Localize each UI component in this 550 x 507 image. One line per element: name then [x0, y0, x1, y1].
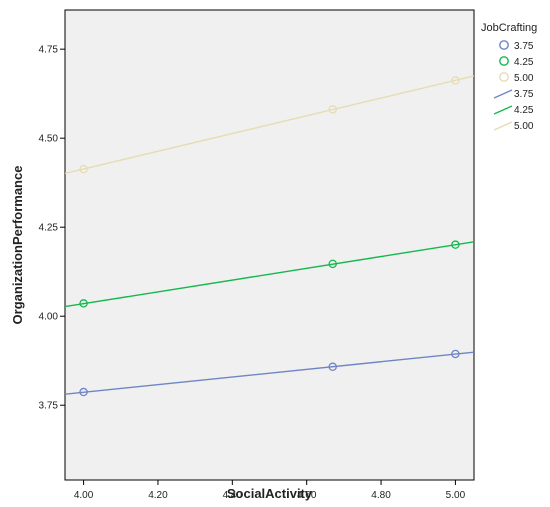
legend-label: 3.75 [514, 89, 534, 100]
fit-line-3-75 [65, 351, 474, 395]
data-point-4-25-2 [451, 240, 460, 249]
legend-title: JobCrafting [481, 22, 537, 34]
legend-marker-4-25 [499, 56, 509, 66]
x-tick-label: 4.40 [223, 490, 243, 501]
y-tick-label: 4.25 [39, 223, 59, 234]
y-tick-label: 4.00 [39, 312, 59, 323]
fit-line-5-00 [65, 75, 474, 175]
y-tick-label: 4.75 [39, 45, 59, 56]
data-point-4-25-1 [328, 259, 337, 269]
legend: JobCrafting 3.75 4.25 5.00 3.75 4.25 5.00 [481, 22, 537, 132]
y-tick-label: 4.50 [39, 134, 59, 145]
data-point-3-75-2 [451, 349, 460, 359]
data-point-3-75-1 [328, 362, 337, 372]
data-point-5-00-0 [79, 164, 88, 174]
legend-marker-5-00 [499, 72, 509, 82]
x-tick-label: 4.60 [297, 490, 317, 501]
fit-lines [65, 75, 474, 395]
legend-label: 3.75 [514, 41, 534, 52]
data-point-4-25-0 [79, 299, 88, 308]
fit-line-4-25 [65, 241, 474, 308]
legend-label: 5.00 [514, 121, 534, 132]
plot-area [64, 9, 475, 481]
x-tick-label: 5.00 [446, 490, 466, 501]
y-axis-title: OrganizationPerformance [10, 166, 25, 325]
data-point-5-00-2 [451, 76, 460, 85]
legend-label: 5.00 [514, 73, 534, 84]
legend-label: 4.25 [514, 57, 534, 68]
y-axis: 3.75 4.00 4.25 4.50 4.75 [39, 45, 65, 412]
x-tick-label: 4.20 [148, 490, 168, 501]
data-point-3-75-0 [79, 387, 88, 397]
legend-line-4-25 [493, 105, 513, 115]
x-tick-label: 4.80 [371, 490, 391, 501]
data-point-5-00-1 [328, 105, 337, 114]
data-markers [79, 76, 460, 397]
legend-label: 4.25 [514, 105, 534, 116]
legend-line-3-75 [493, 89, 513, 99]
x-tick-label: 4.00 [74, 490, 94, 501]
x-axis-title: SocialActivity [227, 486, 313, 501]
x-axis: 4.00 4.20 4.40 4.60 4.80 5.00 [74, 480, 466, 501]
legend-marker-3-75 [499, 40, 509, 50]
legend-line-5-00 [493, 121, 513, 131]
y-tick-label: 3.75 [39, 401, 59, 412]
